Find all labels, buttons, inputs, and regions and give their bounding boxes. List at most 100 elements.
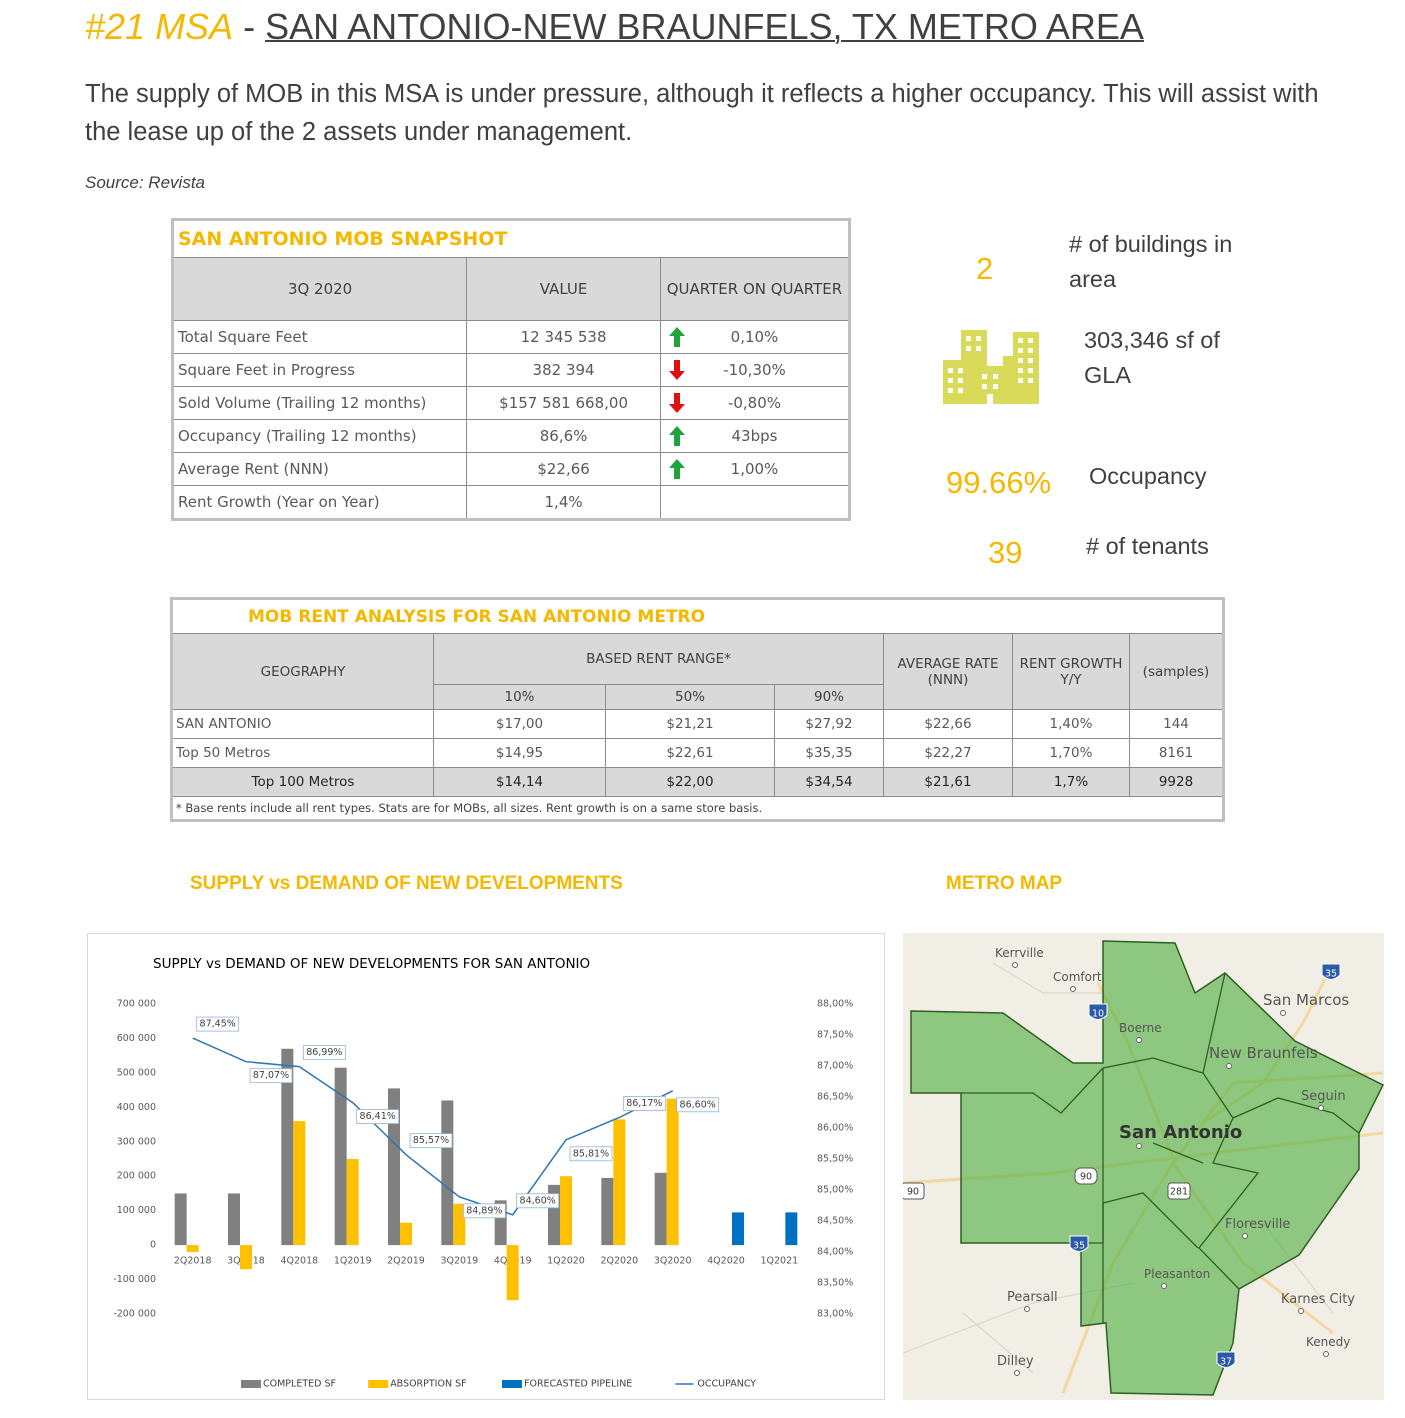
cell: 144 (1129, 709, 1224, 739)
arrow (668, 459, 685, 479)
cell: $22,66 (883, 709, 1013, 739)
row: Square Feet in Progress 382 394 -10,30% (171, 353, 851, 387)
tick-label: 200 000 (117, 1171, 156, 1182)
place-dot (1012, 962, 1018, 968)
bar (506, 1245, 519, 1301)
bar (388, 1088, 400, 1246)
section-heading: METRO MAP (946, 873, 1063, 894)
row: SAN ANTONIO $17,00 $21,21 $27,92 $22,66 1,40%… (171, 709, 1224, 739)
trend-arrow (668, 327, 685, 347)
place-label: Karnes City (1281, 1292, 1355, 1307)
bar (453, 1203, 466, 1246)
change-cell: 1,00% (659, 452, 851, 486)
tick-label: 83,50% (817, 1278, 853, 1289)
data-label-box (302, 1045, 346, 1061)
tick-label: 84,00% (817, 1247, 853, 1258)
column-header: QUARTER ON QUARTER (659, 257, 851, 321)
header-row: GEOGRAPHY BASED RENT RANGE* AVERAGE RATE (… (171, 633, 1224, 710)
x-tick-label: 2Q2018 (174, 1256, 212, 1267)
row: Top 100 Metros $14,14 $22,00 $34,54 $21,61 1,… (171, 767, 1224, 797)
source: Source: Revista (85, 173, 205, 192)
data-label: 85,57% (413, 1135, 449, 1146)
place-dot (1024, 1306, 1030, 1312)
shield-label: 35 (1073, 1241, 1085, 1252)
line (192, 1037, 674, 1216)
data-label-box (409, 1133, 453, 1149)
shield-label: 35 (1325, 969, 1337, 980)
row: Occupancy (Trailing 12 months) 86,6% 43bps (171, 419, 851, 453)
data-label-box (249, 1068, 293, 1084)
bar (293, 1121, 306, 1246)
separator: - (243, 6, 256, 47)
title: SAN ANTONIO-NEW BRAUNFELS, TX METRO AREA (265, 6, 1144, 47)
tick-label: 83,00% (817, 1309, 853, 1320)
row-label: Average Rent (NNN) (171, 452, 468, 486)
data-label-box (516, 1193, 560, 1209)
place-label: Boerne (1119, 1021, 1162, 1035)
bar (346, 1159, 359, 1246)
table-title: MOB RENT ANALYSIS FOR SAN ANTONIO METRO (171, 598, 1224, 634)
trend-arrow (668, 426, 685, 446)
shield-label: 90 (907, 1187, 919, 1198)
tick-label: 0 (150, 1240, 156, 1251)
column-header: GEOGRAPHY (171, 633, 434, 710)
bar (785, 1212, 798, 1246)
tick-label: 600 000 (117, 1033, 156, 1044)
stat-label: Occupancy (1089, 463, 1207, 489)
change: 43bps (731, 427, 778, 445)
cell: 1,40% (1012, 709, 1130, 739)
bar (601, 1177, 614, 1246)
data-label: 87,07% (253, 1070, 289, 1081)
place-label: Kenedy (1306, 1335, 1350, 1349)
x-tick-label: 4Q2018 (280, 1256, 318, 1267)
cell: $14,14 (433, 767, 606, 797)
header-row: 10% 50% 90% (172, 684, 1224, 710)
cell: 12 345 538 (466, 320, 661, 354)
column-header: BASED RENT RANGE* (433, 633, 884, 685)
stat-value: 2 (976, 251, 994, 286)
bar (666, 1098, 679, 1246)
bar (228, 1193, 240, 1246)
trend-arrow (668, 360, 685, 380)
x-tick-label: 4Q2020 (707, 1256, 745, 1267)
row-label: Top 100 Metros (171, 767, 434, 797)
tick-label: 86,00% (817, 1123, 853, 1134)
chart: SUPPLY vs DEMAND OF NEW DEVELOPMENTS FOR… (113, 956, 853, 1390)
place-dot (1318, 1105, 1324, 1111)
tick-label: 85,00% (817, 1185, 853, 1196)
place-dot (1136, 1143, 1142, 1149)
map: Kerrville Comfort Boerne San Marcos New Brau… (901, 933, 1385, 1400)
column-header: 90% (774, 684, 884, 710)
place-label: Comfort (1053, 970, 1102, 984)
change-cell: -0,80% (659, 386, 851, 420)
data-label: 85,81% (573, 1148, 609, 1159)
data-label: 86,17% (626, 1098, 662, 1109)
place-label: San Marcos (1263, 991, 1349, 1009)
tick-label: 87,00% (817, 1061, 853, 1072)
place-dot (1242, 1233, 1248, 1239)
data-label: 86,60% (680, 1099, 716, 1110)
data-label-box (462, 1203, 506, 1219)
data-label: 86,41% (360, 1111, 396, 1122)
footnote: * Base rents include all rent types. Sta… (171, 796, 1224, 821)
snapshot-table: SAN ANTONIO MOB SNAPSHOT 3Q 2020 VALUE QUAR… (171, 218, 851, 521)
county-lines (961, 972, 1360, 1323)
arrow (668, 426, 685, 446)
shield-label: 10 (1092, 1009, 1104, 1020)
cell: 8161 (1129, 738, 1224, 768)
table-title: SAN ANTONIO MOB SNAPSHOT (172, 219, 850, 258)
shield (1216, 1351, 1236, 1368)
x-tick-label: 1Q2021 (760, 1256, 798, 1267)
change: 0,10% (730, 328, 779, 346)
place-label: Pearsall (1007, 1290, 1058, 1305)
legend-label: OCCUPANCY (697, 1379, 756, 1390)
place-label: Seguin (1301, 1089, 1346, 1104)
place-label: New Braunfels (1209, 1044, 1318, 1062)
bar (732, 1212, 744, 1246)
stat-value: 39 (988, 535, 1023, 570)
chart-title: SUPPLY vs DEMAND OF NEW DEVELOPMENTS FOR… (153, 956, 590, 972)
place-label: Pleasanton (1144, 1267, 1210, 1281)
shield (1069, 1235, 1089, 1252)
intro: The supply of MOB in this MSA is under p… (85, 80, 1319, 146)
cell: 1,4% (466, 485, 661, 520)
